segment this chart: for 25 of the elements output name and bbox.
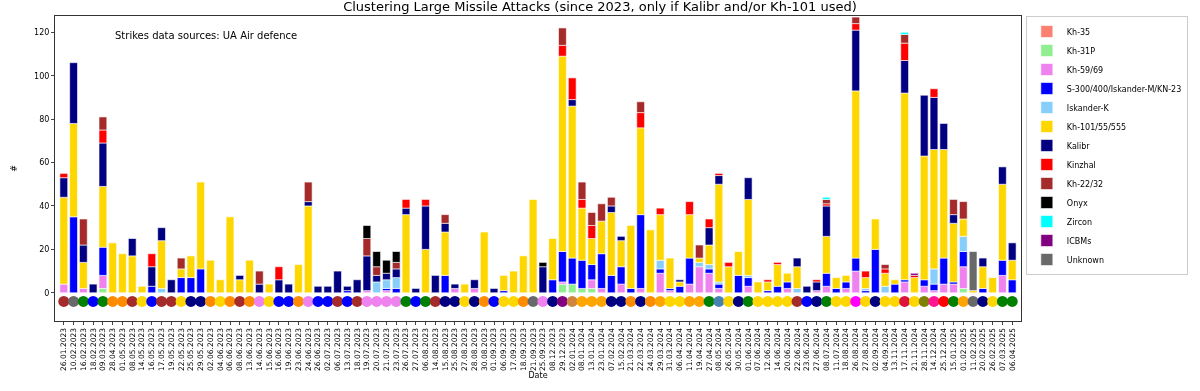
- legend-label: Zircon: [1066, 217, 1093, 227]
- legend-label: Kh-35: [1066, 27, 1091, 37]
- legend-label: ICBMs: [1066, 236, 1092, 246]
- legend-label: Iskander-K: [1066, 103, 1110, 113]
- bar: [822, 196, 831, 200]
- y-tick-label: 80: [39, 114, 50, 124]
- legend-label: Onyx: [1066, 198, 1088, 208]
- legend-label: Kh-59/69: [1066, 65, 1104, 75]
- legend-label: Kh-101/55/555: [1066, 122, 1127, 132]
- legend-label: Kalibr: [1066, 141, 1091, 151]
- chart-title: Clustering Large Missile Attacks (since 2023, only if Kalibr and/or Kh-101 used): [343, 0, 857, 15]
- y-tick-label: 60: [39, 158, 50, 168]
- y-axis-title: #: [9, 164, 19, 172]
- y-tick-label: 40: [39, 201, 50, 211]
- x-axis-title: Date: [528, 371, 548, 381]
- y-tick-label: 20: [39, 245, 50, 255]
- legend-label: Kinzhal: [1066, 160, 1096, 170]
- y-tick-label: 0: [44, 288, 50, 298]
- legend-label: S-300/400/Iskander-M/KN-23: [1066, 84, 1182, 94]
- legend-label: Kh-22/32: [1066, 179, 1104, 189]
- annotation: Strikes data sources: UA Air defence: [115, 30, 298, 41]
- legend-label: Unknown: [1066, 255, 1104, 265]
- y-tick-label: 120: [34, 28, 50, 38]
- legend-label: Kh-31P: [1066, 46, 1096, 56]
- y-tick-label: 100: [34, 71, 50, 81]
